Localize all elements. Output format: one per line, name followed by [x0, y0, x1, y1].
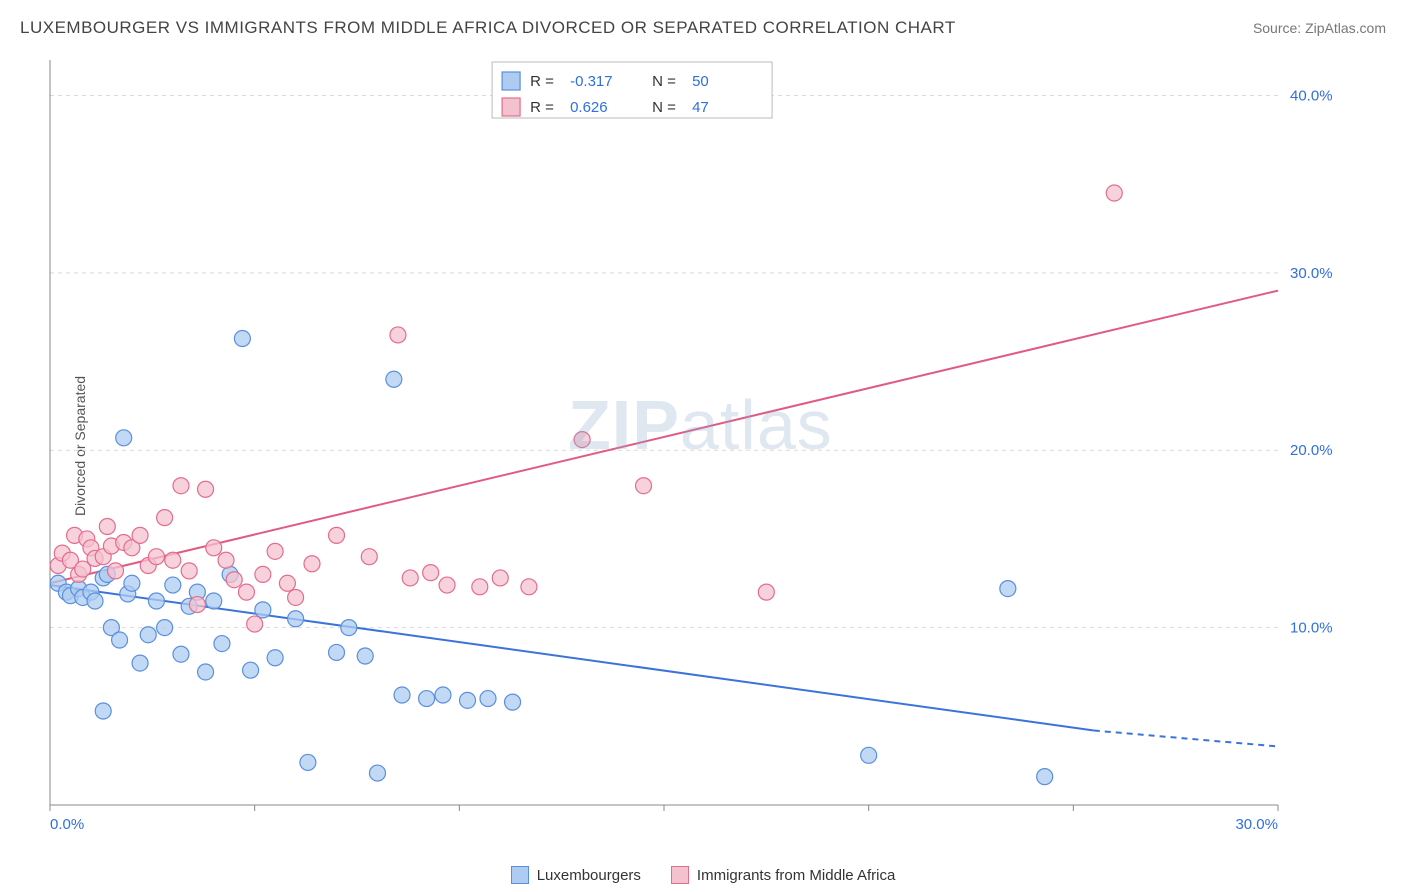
svg-text:47: 47: [692, 99, 709, 116]
legend-swatch: [671, 866, 689, 884]
chart-title: LUXEMBOURGER VS IMMIGRANTS FROM MIDDLE A…: [20, 18, 956, 38]
chart-svg: 10.0% 20.0% 30.0% 40.0% 0.0% 30.0% R = -0.317 N …: [48, 55, 1338, 845]
svg-text:0.626: 0.626: [570, 99, 608, 116]
chart-container: LUXEMBOURGER VS IMMIGRANTS FROM MIDDLE A…: [0, 0, 1406, 892]
legend-label: Luxembourgers: [537, 867, 641, 884]
svg-text:10.0%: 10.0%: [1290, 620, 1333, 637]
svg-text:N =: N =: [652, 73, 676, 90]
svg-text:50: 50: [692, 73, 709, 90]
svg-text:R =: R =: [530, 73, 554, 90]
svg-text:R =: R =: [530, 99, 554, 116]
svg-text:N =: N =: [652, 99, 676, 116]
legend-item: Immigrants from Middle Africa: [671, 866, 895, 884]
legend-label: Immigrants from Middle Africa: [697, 867, 895, 884]
svg-text:20.0%: 20.0%: [1290, 442, 1333, 459]
legend-swatch: [511, 866, 529, 884]
svg-text:30.0%: 30.0%: [1235, 816, 1278, 833]
svg-text:30.0%: 30.0%: [1290, 265, 1333, 282]
bottom-legend: Luxembourgers Immigrants from Middle Afri…: [0, 858, 1406, 892]
svg-text:0.0%: 0.0%: [50, 816, 84, 833]
svg-text:40.0%: 40.0%: [1290, 87, 1333, 104]
svg-text:-0.317: -0.317: [570, 73, 613, 90]
source-label: Source: ZipAtlas.com: [1253, 20, 1386, 36]
legend-item: Luxembourgers: [511, 866, 641, 884]
plot-area: 10.0% 20.0% 30.0% 40.0% 0.0% 30.0% R = -0.317 N …: [48, 55, 1338, 845]
